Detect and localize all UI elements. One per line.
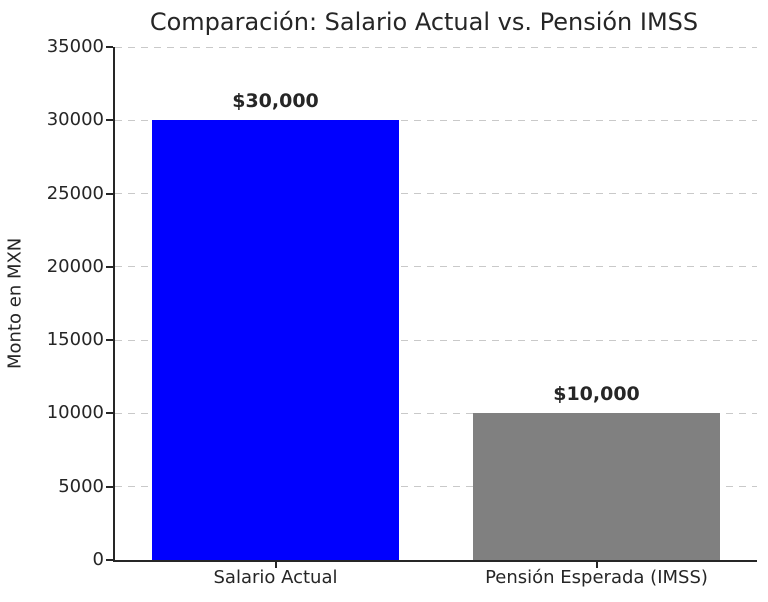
y-tick-mark — [106, 485, 113, 488]
y-tick-mark — [106, 265, 113, 268]
bar-pensi-n-esperada-imss — [472, 413, 721, 560]
x-tick-label: Pensión Esperada (IMSS) — [485, 567, 708, 588]
x-tick-label: Salario Actual — [213, 567, 338, 588]
y-tick-mark — [106, 192, 113, 195]
y-tick-label: 35000 — [46, 36, 104, 57]
plot-area: $30,000 $10,000 — [115, 46, 757, 560]
x-tick-mark — [595, 562, 598, 568]
y-tick-label: 25000 — [46, 182, 104, 204]
bar-salario-actual — [151, 120, 400, 560]
gridline — [115, 266, 757, 268]
gridline — [115, 193, 757, 195]
gridline — [115, 46, 757, 48]
x-tick-mark — [274, 562, 277, 568]
y-tick-label: 30000 — [46, 109, 104, 131]
y-tick-label: 0 — [92, 549, 104, 570]
y-tick-mark — [106, 119, 113, 122]
bar-value-label: $30,000 — [232, 90, 319, 113]
y-tick-label: 15000 — [46, 329, 104, 351]
gridline — [115, 119, 757, 121]
gridline — [115, 412, 757, 414]
y-tick-label: 10000 — [46, 402, 104, 424]
y-tick-mark — [106, 339, 113, 342]
x-axis-spine — [113, 560, 757, 562]
y-tick-mark — [106, 559, 113, 561]
y-tick-mark — [106, 46, 113, 48]
y-axis-spine — [113, 47, 115, 562]
gridline — [115, 339, 757, 341]
bar-value-label: $10,000 — [553, 383, 640, 406]
y-tick-mark — [106, 412, 113, 415]
y-tick-label: 20000 — [46, 255, 104, 277]
gridline — [115, 486, 757, 488]
y-tick-label: 5000 — [58, 475, 104, 497]
chart-title: Comparación: Salario Actual vs. Pensión … — [149, 8, 699, 36]
